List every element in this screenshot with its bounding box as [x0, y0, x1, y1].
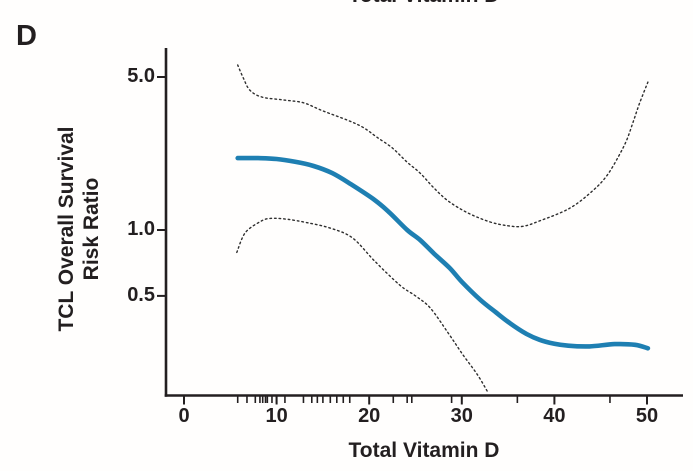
x-axis-title: Total Vitamin D — [348, 439, 500, 462]
risk-ratio-estimate-curve — [235, 155, 651, 351]
y-tick-label-0.5: 0.5 — [127, 283, 155, 306]
x-tick-label-30: 30 — [450, 405, 473, 427]
x-tick-label-10: 10 — [265, 405, 288, 427]
y-tick-label-5.0: 5.0 — [127, 64, 155, 87]
y-tick-label-1.0: 1.0 — [127, 218, 155, 240]
y-axis-title-line1: TCL Overall Survival — [55, 126, 78, 332]
x-tick-label-20: 20 — [358, 405, 381, 427]
panel-letter-label: D — [16, 20, 38, 52]
x-tick-label-50: 50 — [635, 405, 659, 427]
clipped-top-axis-title: Total Vitamin D — [349, 0, 500, 8]
x-tick-label-40: 40 — [543, 405, 566, 427]
x-tick-label-0: 0 — [178, 405, 190, 427]
lower-confidence-band-curve — [236, 217, 489, 393]
upper-confidence-band-curve — [237, 64, 649, 228]
y-axis-title-line2: Risk Ratio — [80, 177, 103, 281]
